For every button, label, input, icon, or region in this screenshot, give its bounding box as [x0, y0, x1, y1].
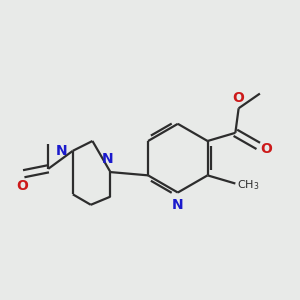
- Text: O: O: [233, 91, 244, 105]
- Text: O: O: [260, 142, 272, 155]
- Text: N: N: [55, 144, 67, 158]
- Text: CH$_3$: CH$_3$: [237, 178, 260, 192]
- Text: N: N: [172, 198, 184, 212]
- Text: O: O: [16, 178, 28, 193]
- Text: N: N: [102, 152, 114, 166]
